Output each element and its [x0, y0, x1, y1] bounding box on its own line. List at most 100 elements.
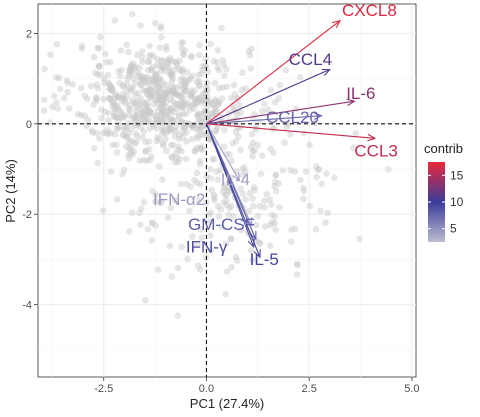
observation-point — [64, 79, 72, 87]
observation-point — [143, 101, 150, 108]
label-ifn-: IFN-γ — [186, 238, 228, 257]
observation-point — [111, 112, 118, 119]
observation-point — [144, 91, 152, 99]
observation-point — [145, 138, 153, 145]
observation-point — [140, 198, 148, 206]
observation-point — [208, 101, 216, 108]
observation-point — [78, 45, 86, 52]
observation-point — [168, 83, 176, 90]
observation-point — [153, 90, 160, 97]
observation-point — [138, 124, 145, 131]
observation-point — [165, 64, 173, 71]
observation-point — [138, 82, 145, 89]
observation-point — [293, 260, 301, 268]
observation-point — [188, 52, 195, 60]
observation-point — [269, 125, 277, 133]
observation-point — [163, 58, 171, 66]
observation-point — [300, 195, 307, 203]
observation-point — [140, 99, 148, 106]
observation-point — [188, 53, 195, 61]
observation-point — [266, 242, 274, 249]
observation-point — [146, 156, 154, 164]
observation-point — [141, 77, 148, 84]
observation-point — [173, 100, 180, 108]
observation-point — [183, 138, 190, 145]
observation-point — [155, 100, 162, 107]
observation-point — [152, 72, 159, 80]
observation-point — [101, 108, 108, 116]
observation-point — [178, 68, 186, 75]
observation-point — [242, 85, 249, 92]
observation-point — [178, 45, 185, 53]
observation-point — [245, 207, 253, 215]
observation-point — [297, 176, 304, 184]
observation-point — [261, 100, 268, 108]
observation-point — [153, 112, 160, 120]
observation-point — [160, 107, 167, 115]
observation-point — [199, 146, 206, 153]
observation-point — [174, 158, 182, 166]
observation-point — [191, 147, 199, 155]
observation-point — [180, 75, 187, 82]
observation-point — [125, 72, 132, 80]
observation-point — [142, 74, 150, 81]
observation-point — [105, 116, 112, 124]
observation-point — [194, 262, 202, 270]
observation-point — [246, 52, 254, 59]
observation-point — [149, 91, 156, 99]
observation-point — [53, 41, 61, 48]
observation-point — [214, 176, 222, 183]
observation-point — [288, 226, 295, 233]
observation-point — [167, 204, 175, 212]
observation-point — [132, 67, 139, 75]
observation-point — [132, 62, 139, 70]
observation-point — [132, 121, 140, 129]
observation-point — [114, 92, 122, 100]
observation-point — [152, 19, 159, 27]
observation-point — [176, 111, 183, 118]
observation-point — [191, 176, 198, 184]
observation-point — [142, 103, 150, 110]
legend: contrib 5 10 15 — [424, 141, 464, 242]
x-axis-ticks: -2.5 0.0 2.5 5.0 — [94, 377, 420, 395]
observation-point — [127, 125, 135, 133]
observation-point — [159, 57, 166, 64]
observation-point — [153, 97, 160, 104]
observation-point — [89, 129, 97, 136]
observation-point — [272, 172, 280, 179]
plot-panel — [37, 3, 417, 378]
observation-point — [209, 155, 216, 163]
observation-point — [162, 91, 170, 98]
observation-point — [261, 204, 269, 211]
observation-point — [158, 33, 165, 41]
observation-point — [180, 104, 187, 111]
observation-point — [215, 213, 222, 220]
observation-point — [154, 134, 161, 141]
observation-point — [248, 45, 255, 52]
observation-point — [140, 87, 147, 94]
observation-point — [288, 238, 295, 245]
observation-point — [215, 100, 222, 108]
observation-point — [291, 168, 299, 175]
observation-point — [221, 191, 229, 199]
observation-point — [47, 51, 54, 58]
observation-point — [222, 240, 230, 247]
observation-point — [107, 168, 115, 175]
observation-point — [226, 204, 233, 212]
observation-point — [157, 95, 165, 102]
observation-point — [172, 58, 179, 66]
observation-point — [123, 133, 131, 141]
arrowhead-ccl20 — [313, 112, 323, 120]
observation-point — [385, 166, 392, 173]
observation-point — [196, 96, 203, 103]
observation-point — [213, 59, 221, 66]
observation-point — [174, 264, 182, 272]
observation-point — [219, 56, 227, 64]
observation-point — [263, 190, 271, 198]
observation-point — [212, 105, 220, 112]
observation-point — [169, 71, 176, 79]
label-il-4: IL-4 — [221, 170, 250, 189]
arrow-ccl4 — [206, 69, 330, 125]
observation-point — [232, 138, 240, 145]
observation-point — [221, 72, 228, 79]
